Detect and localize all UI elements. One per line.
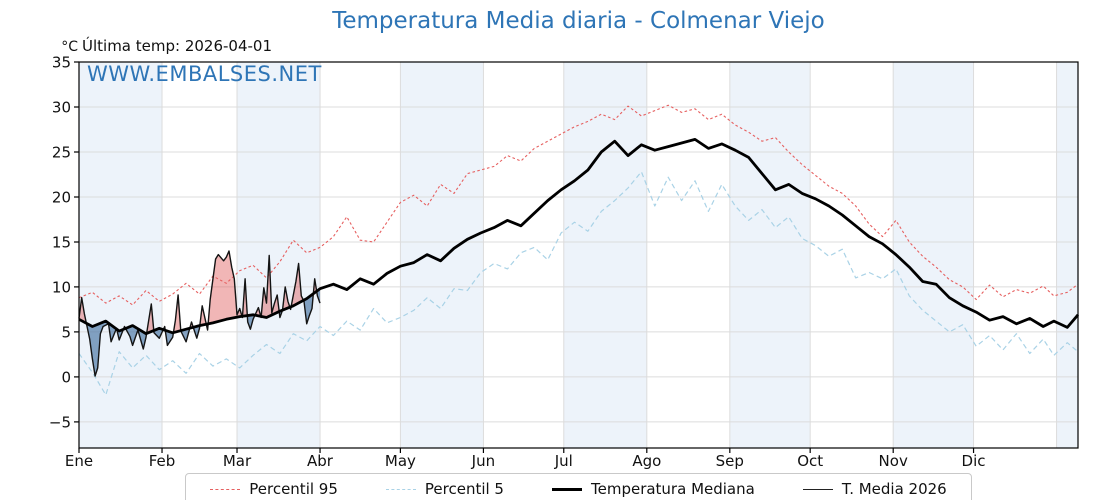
y-axis-tick-labels: −5 0 5 10 15 20 25 30 35	[49, 54, 71, 432]
legend-item-percentil-95: Percentil 95	[210, 480, 338, 498]
percentil-95-line-key-icon	[210, 488, 241, 490]
series-lines	[78, 104, 1080, 396]
legend: Percentil 95 Percentil 5 Temperatura Med…	[79, 473, 1078, 500]
svg-text:May: May	[385, 452, 416, 470]
percentil-5-line-key-icon	[385, 488, 416, 490]
chart-title: Temperatura Media diaria - Colmenar Viej…	[332, 8, 825, 34]
plot-frame	[78, 61, 1079, 449]
svg-text:10: 10	[52, 278, 71, 296]
series-t-media-2026	[78, 250, 321, 377]
last-temp-annotation: Última temp: 2026-04-01	[82, 37, 273, 55]
month-bands	[79, 62, 1078, 448]
legend-box: Percentil 95 Percentil 5 Temperatura Med…	[185, 473, 972, 500]
svg-text:Mar: Mar	[223, 452, 252, 470]
watermark: WWW.EMBALSES.NET	[87, 62, 322, 86]
svg-text:25: 25	[52, 144, 71, 162]
series-temperatura-mediana	[78, 137, 1080, 336]
mediana-line-key-icon	[551, 487, 582, 491]
legend-item-t-media-2026: T. Media 2026	[802, 480, 947, 498]
svg-text:Ene: Ene	[65, 452, 93, 470]
svg-text:15: 15	[52, 234, 71, 252]
svg-text:Abr: Abr	[307, 452, 334, 470]
svg-text:−5: −5	[49, 413, 71, 431]
svg-text:Sep: Sep	[716, 452, 744, 470]
legend-label: Percentil 95	[249, 480, 338, 498]
svg-text:30: 30	[52, 99, 71, 117]
legend-label: Temperatura Mediana	[590, 480, 755, 498]
legend-item-temperatura-mediana: Temperatura Mediana	[551, 480, 755, 498]
axis-ticks	[74, 61, 975, 453]
svg-text:Feb: Feb	[149, 452, 176, 470]
t-media-2026-line-key-icon	[802, 488, 833, 490]
svg-text:Ago: Ago	[632, 452, 661, 470]
svg-text:Dic: Dic	[962, 452, 986, 470]
svg-text:0: 0	[61, 368, 71, 386]
svg-text:Jun: Jun	[471, 452, 495, 470]
y-axis-unit-label: °C	[61, 39, 78, 55]
svg-text:Jul: Jul	[554, 452, 573, 470]
legend-label: T. Media 2026	[841, 480, 947, 498]
svg-text:35: 35	[52, 54, 71, 72]
legend-label: Percentil 5	[424, 480, 504, 498]
series-percentil-95	[78, 104, 1079, 306]
legend-item-percentil-5: Percentil 5	[385, 480, 504, 498]
svg-text:20: 20	[52, 189, 71, 207]
svg-text:5: 5	[61, 323, 71, 341]
svg-text:Nov: Nov	[879, 452, 908, 470]
series-percentil-5	[78, 171, 1079, 396]
svg-text:Oct: Oct	[797, 452, 823, 470]
x-axis-tick-labels: Ene Feb Mar Abr May Jun Jul Ago Sep Oct Nov Dic	[65, 452, 986, 470]
